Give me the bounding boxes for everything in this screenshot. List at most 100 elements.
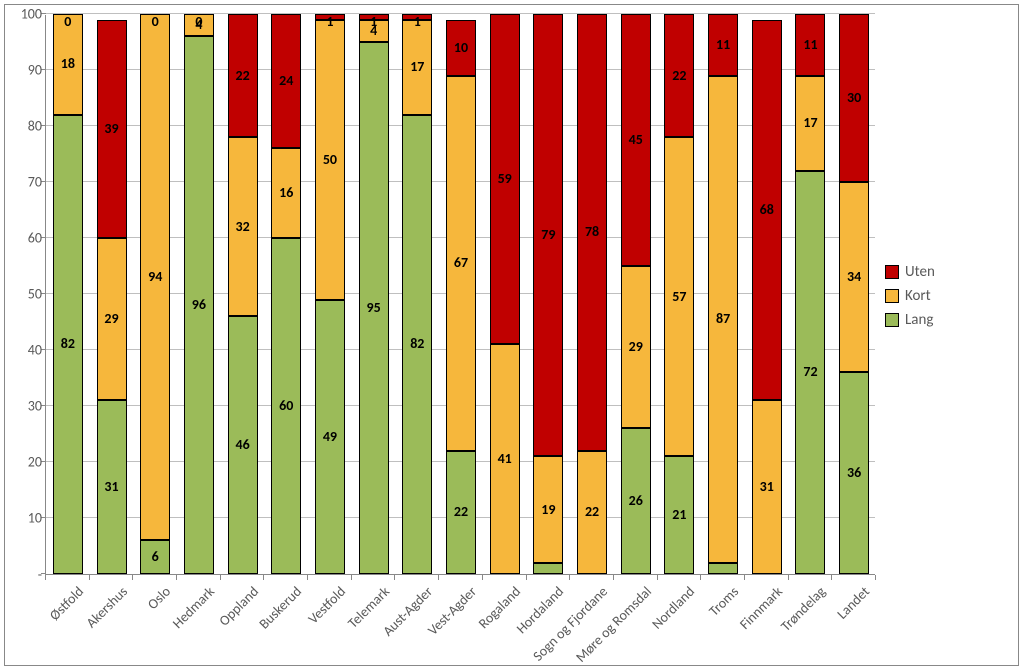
x-axis-label: Østfold [46, 583, 87, 624]
y-axis-label: 30 [12, 398, 46, 415]
bar-segment-kort [184, 14, 214, 36]
bar-group: 82180 [53, 15, 83, 574]
legend-label: Kort [905, 287, 931, 305]
bar-group: 312939 [97, 15, 127, 574]
bar-segment-kort [577, 451, 607, 574]
bar-segment-kort [839, 182, 869, 372]
bar-segment-lang [140, 540, 170, 574]
bar-segment-lang [533, 563, 563, 574]
x-axis-label: Vestfold [305, 583, 349, 627]
plot-area: -102030405060708090100 82180312939694096… [45, 15, 875, 575]
bar-group: 6940 [140, 15, 170, 574]
bar-segment-lang [228, 316, 258, 574]
x-axis-label: Buskerud [256, 583, 305, 632]
legend-label: Lang [905, 311, 933, 329]
bar-segment-lang [53, 115, 83, 574]
bar-group: 262945 [621, 15, 651, 574]
bar-segment-kort [533, 456, 563, 562]
bar-segment-kort [53, 14, 83, 115]
y-axis-label: 100 [12, 6, 46, 23]
bar-group: 215722 [664, 15, 694, 574]
bar-segment-lang [184, 36, 214, 574]
bar-group: 03168 [752, 15, 782, 574]
x-axis-label: Oslo [144, 583, 174, 613]
y-axis-label: 80 [12, 118, 46, 135]
bar-segment-kort [752, 400, 782, 574]
x-axis-label: Akershus [82, 583, 130, 631]
legend-swatch [885, 265, 899, 279]
bars-container: 82180 312939 6940 9640 463222 601624 49501 9541… [46, 15, 875, 574]
x-axis-label: Trøndelag [778, 583, 830, 635]
bar-segment-lang [315, 300, 345, 574]
bar-segment-lang [402, 115, 432, 574]
y-axis-label: - [12, 566, 46, 583]
bar-segment-lang [97, 400, 127, 574]
bar-group: 9640 [184, 15, 214, 574]
legend-item-uten: Uten [885, 263, 935, 281]
bar-segment-lang [839, 372, 869, 574]
bar-segment-lang [708, 563, 738, 574]
bar-group: 21979 [533, 15, 563, 574]
bar-segment-uten [752, 20, 782, 401]
x-axis-label: Landet [834, 583, 874, 623]
bar-segment-kort [228, 137, 258, 316]
y-axis-label: 90 [12, 62, 46, 79]
legend: Uten Kort Lang [885, 263, 935, 335]
bar-group: 49501 [315, 15, 345, 574]
bar-segment-uten [315, 14, 345, 20]
bar-group: 02278 [577, 15, 607, 574]
bar-segment-lang [359, 42, 389, 574]
bar-group: 601624 [271, 15, 301, 574]
bar-segment-uten [795, 14, 825, 76]
bar-segment-uten [490, 14, 520, 344]
y-axis-label: 50 [12, 286, 46, 303]
bar-group: 363430 [839, 15, 869, 574]
bar-group: 463222 [228, 15, 258, 574]
bar-segment-lang [271, 238, 301, 574]
bar-group: 82171 [402, 15, 432, 574]
bar-group: 9541 [359, 15, 389, 574]
bar-group: 28711 [708, 15, 738, 574]
bar-segment-uten [533, 14, 563, 456]
bar-segment-kort [402, 20, 432, 115]
bar-segment-kort [621, 266, 651, 428]
bar-segment-kort [795, 76, 825, 171]
bar-segment-uten [446, 20, 476, 76]
bar-segment-uten [621, 14, 651, 266]
y-axis-label: 10 [12, 510, 46, 527]
bar-group: 04159 [490, 15, 520, 574]
bar-segment-uten [577, 14, 607, 451]
bar-group: 226710 [446, 15, 476, 574]
legend-label: Uten [905, 263, 935, 281]
bar-segment-uten [228, 14, 258, 137]
legend-swatch [885, 313, 899, 327]
legend-item-lang: Lang [885, 311, 935, 329]
bar-segment-kort [271, 148, 301, 238]
bar-segment-uten [839, 14, 869, 182]
legend-swatch [885, 289, 899, 303]
bar-segment-uten [97, 20, 127, 238]
bar-segment-kort [664, 137, 694, 456]
bar-segment-lang [446, 451, 476, 574]
bar-segment-uten [664, 14, 694, 137]
bar-segment-kort [446, 76, 476, 451]
bar-segment-uten [359, 14, 389, 20]
x-axis-labels: ØstfoldAkershus OsloHedmarkOpplandBuskeru… [45, 577, 875, 667]
x-axis-label: Oppland [215, 583, 261, 629]
y-axis-label: 20 [12, 454, 46, 471]
chart-frame: -102030405060708090100 82180312939694096… [4, 4, 1019, 666]
bar-segment-lang [621, 428, 651, 574]
bar-segment-kort [140, 14, 170, 540]
y-axis-label: 60 [12, 230, 46, 247]
bar-segment-kort [359, 20, 389, 42]
gridline [46, 13, 875, 14]
bar-segment-kort [97, 238, 127, 400]
bar-segment-kort [490, 344, 520, 574]
x-axis-label: Troms [706, 583, 743, 620]
y-axis-label: 40 [12, 342, 46, 359]
bar-segment-kort [708, 76, 738, 563]
x-axis-label: Hedmark [169, 583, 218, 632]
bar-segment-uten [708, 14, 738, 76]
bar-segment-lang [795, 171, 825, 574]
x-axis-label: Møre og Romsdal [572, 583, 655, 666]
